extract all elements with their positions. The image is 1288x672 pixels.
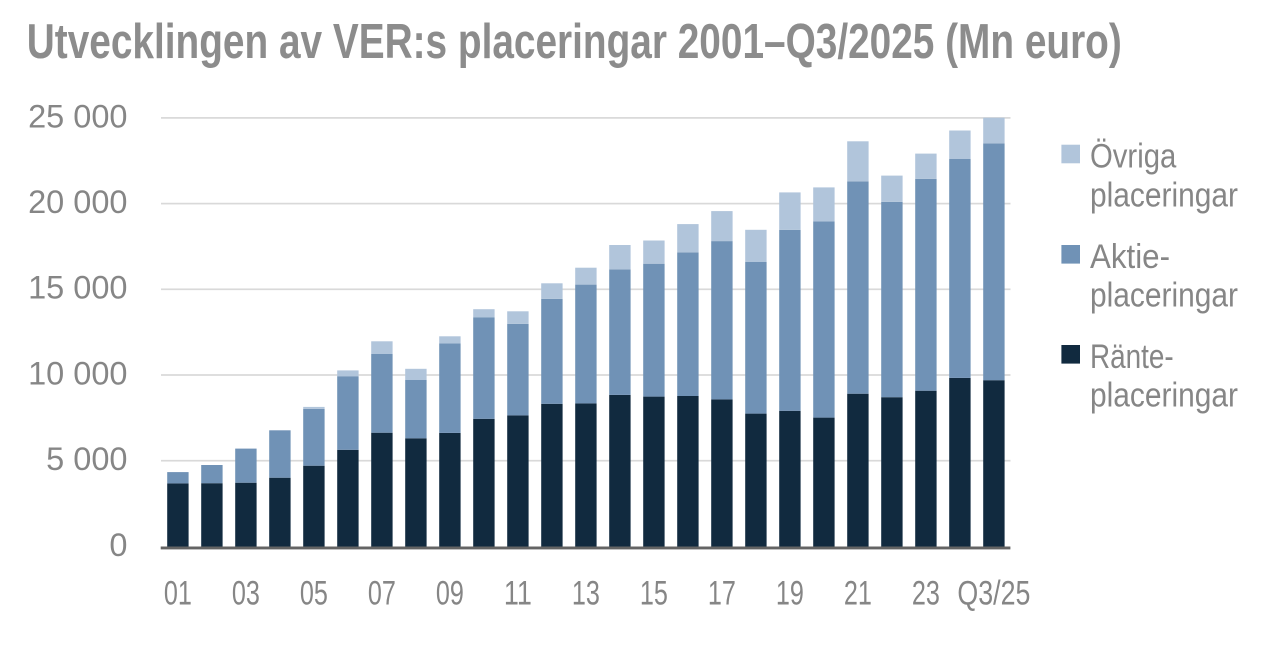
svg-text:Utvecklingen av VER:s placerin: Utvecklingen av VER:s placeringar 2001–Q… (27, 14, 1122, 69)
svg-text:03: 03 (232, 575, 260, 613)
svg-text:05: 05 (300, 575, 328, 613)
svg-text:placeringar: placeringar (1090, 176, 1238, 214)
svg-text:11: 11 (504, 575, 532, 613)
svg-text:Aktie-: Aktie- (1090, 238, 1170, 276)
svg-text:Q3/25: Q3/25 (957, 575, 1030, 613)
svg-text:13: 13 (572, 575, 600, 613)
svg-text:placeringar: placeringar (1090, 277, 1238, 315)
svg-text:Ränte-: Ränte- (1090, 338, 1174, 376)
svg-text:20 000: 20 000 (28, 184, 127, 220)
svg-text:15: 15 (640, 575, 668, 613)
svg-text:placeringar: placeringar (1090, 377, 1238, 415)
svg-text:10 000: 10 000 (28, 355, 127, 391)
svg-text:01: 01 (164, 575, 192, 613)
svg-text:5 000: 5 000 (46, 441, 127, 477)
svg-text:07: 07 (368, 575, 396, 613)
svg-text:21: 21 (844, 575, 872, 613)
svg-text:23: 23 (912, 575, 940, 613)
svg-text:19: 19 (776, 575, 804, 613)
svg-text:25 000: 25 000 (28, 98, 127, 134)
svg-text:Övriga: Övriga (1090, 138, 1177, 176)
svg-text:17: 17 (708, 575, 736, 613)
svg-text:15 000: 15 000 (28, 270, 127, 306)
svg-text:0: 0 (109, 527, 127, 563)
svg-text:09: 09 (436, 575, 464, 613)
